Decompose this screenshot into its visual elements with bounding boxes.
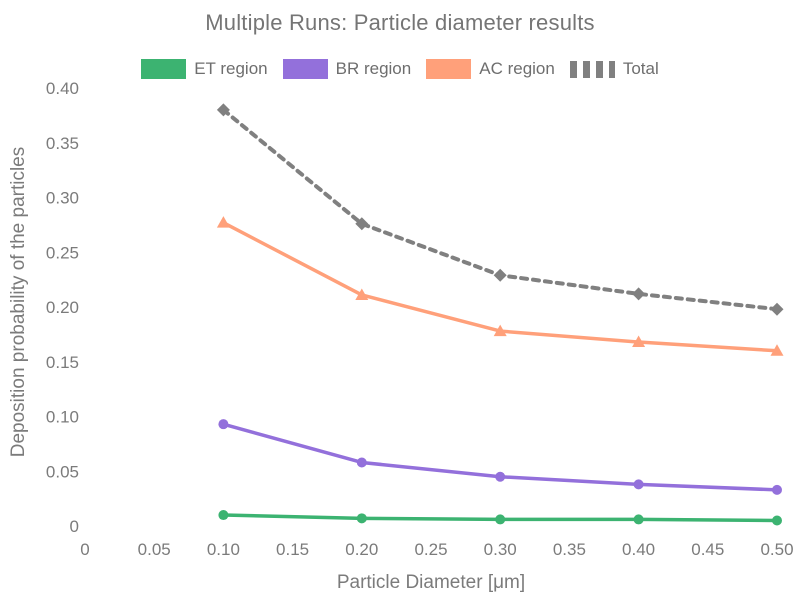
legend-swatch — [282, 59, 328, 79]
series-et-region — [218, 510, 782, 526]
legend-item-ac-region[interactable]: AC region — [426, 59, 555, 79]
data-point-marker — [493, 324, 507, 337]
x-tick-label: 0 — [80, 540, 89, 559]
legend-item-et-region[interactable]: ET region — [141, 59, 268, 79]
chart-title: Multiple Runs: Particle diameter results — [205, 10, 595, 35]
data-point-marker — [770, 344, 784, 356]
data-point-marker — [218, 510, 229, 521]
data-point-marker — [495, 514, 506, 525]
y-tick-label: 0.35 — [46, 134, 79, 153]
legend-item-total[interactable]: Total — [569, 59, 659, 79]
data-point-marker — [633, 479, 644, 490]
y-tick-label: 0.10 — [46, 408, 79, 427]
data-point-marker — [772, 515, 782, 526]
x-tick-label: 0.20 — [345, 540, 378, 559]
legend-swatch-dashed-line — [569, 60, 615, 78]
x-tick-label: 0.50 — [760, 540, 793, 559]
y-axis-title: Deposition probability of the particles — [8, 147, 29, 458]
x-tick-label: 0.05 — [138, 540, 171, 559]
series-br-region — [218, 419, 782, 495]
data-point-marker — [216, 103, 230, 117]
legend-label: BR region — [335, 59, 412, 78]
x-tick-label: 0.25 — [414, 540, 447, 559]
data-point-marker — [216, 216, 230, 228]
data-point-marker — [356, 457, 367, 468]
data-point-marker — [355, 288, 369, 300]
x-axis: 0 0.05 0.10 0.15 0.20 0.25 0.30 0.35 0.40 0.45 0.5… — [80, 540, 793, 559]
legend-label: Total — [622, 59, 659, 78]
x-tick-label: 0.10 — [207, 540, 240, 559]
legend-swatch — [426, 59, 472, 79]
x-axis-title: Particle Diameter [μm] — [337, 572, 525, 593]
data-point-marker — [633, 514, 644, 525]
data-point-marker — [355, 217, 369, 231]
series-total — [216, 103, 784, 316]
data-point-marker — [632, 335, 646, 348]
y-tick-label: 0.40 — [46, 79, 79, 98]
data-point-marker — [356, 513, 367, 524]
legend-label: AC region — [479, 59, 555, 78]
y-tick-label: 0 — [70, 517, 79, 536]
series-ac-region — [216, 216, 784, 356]
data-point-marker — [632, 287, 646, 301]
x-tick-label: 0.35 — [553, 540, 586, 559]
x-tick-label: 0.15 — [276, 540, 309, 559]
data-point-marker — [770, 302, 784, 316]
y-tick-label: 0.25 — [46, 243, 79, 262]
y-tick-label: 0.05 — [46, 462, 79, 481]
series-layer — [216, 103, 784, 526]
data-point-marker — [772, 484, 782, 495]
x-tick-label: 0.40 — [622, 540, 655, 559]
data-point-marker — [493, 268, 507, 282]
y-tick-label: 0.15 — [46, 353, 79, 372]
x-tick-label: 0.30 — [484, 540, 517, 559]
data-point-marker — [495, 471, 506, 482]
x-tick-label: 0.45 — [691, 540, 724, 559]
y-tick-label: 0.30 — [46, 189, 79, 208]
legend-label: ET region — [194, 59, 268, 78]
y-tick-label: 0.20 — [46, 298, 79, 317]
y-axis: 0 0.05 0.10 0.15 0.20 0.25 0.30 0.35 0.40 — [46, 79, 79, 536]
legend: ET region BR region AC region Total — [0, 59, 800, 79]
data-point-marker — [218, 419, 229, 430]
legend-item-br-region[interactable]: BR region — [282, 59, 412, 79]
legend-swatch — [141, 59, 187, 79]
